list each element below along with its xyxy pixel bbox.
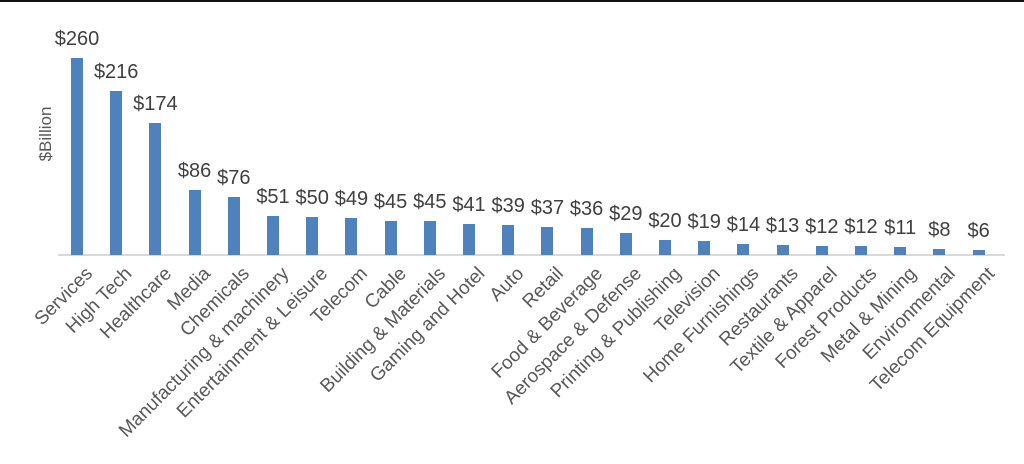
bar-value-label: $8 bbox=[928, 219, 951, 241]
bar-value-label: $29 bbox=[609, 203, 643, 225]
bar-value-label: $37 bbox=[530, 197, 565, 219]
bar bbox=[149, 123, 162, 255]
bar bbox=[933, 249, 946, 255]
bar bbox=[855, 246, 867, 255]
bar-value-label: $174 bbox=[133, 93, 178, 115]
bar bbox=[227, 197, 240, 255]
bar-value-label: $51 bbox=[256, 186, 290, 208]
bar-value-label: $39 bbox=[491, 195, 525, 217]
bar bbox=[972, 250, 985, 255]
bar bbox=[502, 225, 515, 255]
bar bbox=[188, 190, 201, 255]
bar bbox=[737, 244, 750, 255]
bar-value-label: $45 bbox=[413, 191, 447, 213]
bar-value-label: $6 bbox=[967, 220, 990, 242]
top-border-line bbox=[0, 0, 1024, 2]
bar-value-label: $12 bbox=[805, 216, 839, 238]
bar bbox=[580, 228, 593, 255]
bar bbox=[306, 217, 319, 255]
bar-value-label: $13 bbox=[765, 215, 800, 237]
bar-value-label: $20 bbox=[648, 210, 682, 232]
bar-value-label: $19 bbox=[687, 211, 721, 233]
bar bbox=[894, 247, 907, 255]
bar-value-label: $11 bbox=[884, 217, 917, 239]
bar bbox=[541, 227, 554, 255]
bar-value-label: $41 bbox=[452, 194, 486, 216]
bar-value-label: $216 bbox=[93, 61, 139, 83]
bar bbox=[71, 58, 83, 255]
bar bbox=[110, 91, 123, 255]
bar-value-label: $49 bbox=[334, 188, 369, 210]
bar-value-label: $12 bbox=[844, 216, 878, 238]
bar-value-label: $76 bbox=[217, 167, 251, 189]
bar bbox=[619, 233, 632, 255]
bar bbox=[776, 245, 789, 255]
bar bbox=[659, 240, 671, 255]
bar bbox=[423, 221, 436, 255]
bar-value-label: $45 bbox=[373, 191, 408, 213]
x-axis-line bbox=[58, 254, 1005, 256]
bar bbox=[345, 218, 358, 255]
bar-value-label: $260 bbox=[54, 28, 100, 50]
bar-value-label: $86 bbox=[177, 160, 212, 182]
bar bbox=[815, 246, 828, 255]
bar bbox=[698, 241, 711, 255]
bar bbox=[384, 221, 397, 255]
bar bbox=[463, 224, 475, 255]
y-axis-label: $Billion bbox=[36, 106, 55, 162]
bar-value-label: $14 bbox=[726, 214, 761, 236]
bar bbox=[267, 216, 279, 255]
bar-value-label: $36 bbox=[569, 198, 604, 220]
bar-value-label: $50 bbox=[295, 187, 329, 209]
